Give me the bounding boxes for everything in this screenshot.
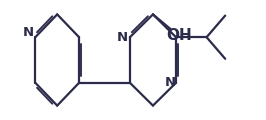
Text: N: N <box>23 26 34 39</box>
Text: N: N <box>165 76 176 89</box>
Text: N: N <box>117 31 128 44</box>
Text: OH: OH <box>167 28 192 43</box>
